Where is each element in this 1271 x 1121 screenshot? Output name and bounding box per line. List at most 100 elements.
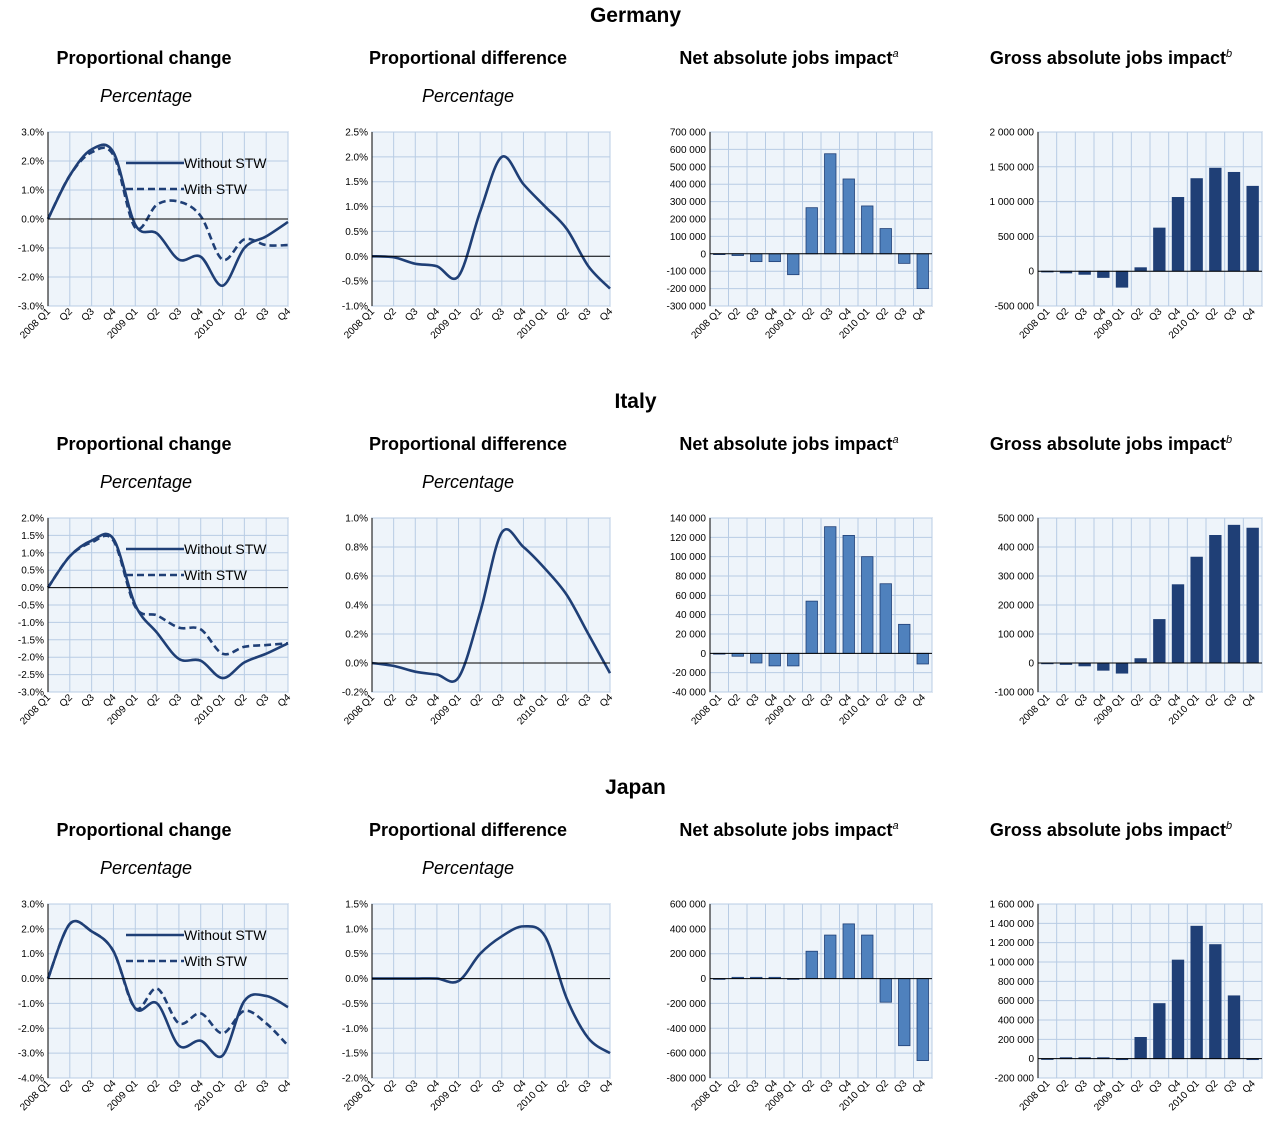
y-tick-label: 0.0% xyxy=(345,252,368,263)
footnote-marker: b xyxy=(1225,434,1233,446)
x-tick-label: Q2 xyxy=(382,692,400,710)
bar xyxy=(916,253,929,290)
y-tick-label: 600 000 xyxy=(670,900,707,911)
chart-japan-net: -800 000 -600 000 -400 000 -200 000 0 200 000… xyxy=(667,900,933,1113)
y-tick-label: -2.5% xyxy=(18,670,44,681)
chart-italy-net: -40 000 -20 000 0 20 000 40 000 60 000 80 000 1… xyxy=(670,514,933,727)
panel-subtitle: Percentage xyxy=(421,86,515,106)
x-tick-label: Q3 xyxy=(1222,306,1240,324)
x-tick-label: Q2 xyxy=(1203,306,1221,324)
y-tick-label: -400 000 xyxy=(667,1024,707,1035)
panel-title-gross: Gross absolute jobs impactb xyxy=(961,820,1261,841)
footnote-marker: a xyxy=(892,48,899,60)
bar xyxy=(861,556,874,654)
bar xyxy=(1134,1036,1147,1060)
y-tick-label: 0.0% xyxy=(21,583,44,594)
chart-italy-prop_diff: -0.2%0.0%0.2%0.4%0.6%0.8%1.0%2008 Q1 Q2 Q3… xyxy=(342,514,616,728)
y-tick-label: 600 000 xyxy=(998,996,1035,1007)
bar xyxy=(1227,524,1241,664)
y-tick-label: 0.0% xyxy=(345,659,368,670)
bar xyxy=(1190,178,1203,272)
y-tick-label: 1.5% xyxy=(345,177,368,188)
x-tick-label: Q3 xyxy=(576,1078,594,1096)
panel-title-gross: Gross absolute jobs impactb xyxy=(961,434,1261,455)
bar xyxy=(1134,267,1147,272)
x-tick-label: Q3 xyxy=(167,1078,185,1096)
x-tick-label: Q4 xyxy=(911,1078,929,1096)
y-tick-label: 1.5% xyxy=(21,531,44,542)
plot-area xyxy=(371,131,611,307)
bar xyxy=(1227,995,1241,1060)
series-line-without-stw xyxy=(46,532,289,680)
y-tick-label: 3.0% xyxy=(21,128,44,139)
x-tick-label: Q4 xyxy=(1241,1078,1259,1096)
panel-title-text: Gross absolute jobs impact xyxy=(989,48,1226,68)
y-tick-label: -1.5% xyxy=(18,635,44,646)
x-tick-label: Q3 xyxy=(744,1078,762,1096)
plot-area xyxy=(371,903,611,1079)
bar xyxy=(898,623,911,654)
y-tick-label: 0.0% xyxy=(345,974,368,985)
bar xyxy=(898,978,911,1047)
y-tick-label: 2.5% xyxy=(345,128,368,139)
x-tick-label: Q3 xyxy=(80,692,98,710)
y-tick-label: 700 000 xyxy=(670,128,707,139)
bar xyxy=(1153,227,1166,272)
x-tick-label: Q3 xyxy=(576,692,594,710)
legend-label-with-stw: With STW xyxy=(184,181,248,197)
y-tick-label: 1 600 000 xyxy=(990,900,1035,911)
x-tick-label: Q3 xyxy=(403,692,421,710)
y-tick-label: -1.0% xyxy=(342,302,368,313)
y-tick-label: -1.0% xyxy=(342,1024,368,1035)
series-line-with-stw xyxy=(46,919,289,1047)
legend-label-without-stw: Without STW xyxy=(184,541,267,557)
y-tick-label: 2 000 000 xyxy=(990,128,1035,139)
y-tick-label: -4.0% xyxy=(18,1074,44,1085)
x-tick-label: Q3 xyxy=(167,692,185,710)
y-tick-label: -2.0% xyxy=(18,273,44,284)
x-tick-label: Q2 xyxy=(58,1078,76,1096)
bar xyxy=(1246,527,1259,664)
y-tick-label: -100 000 xyxy=(995,688,1035,699)
y-tick-label: 0.8% xyxy=(345,543,368,554)
x-tick-label: Q2 xyxy=(232,692,250,710)
y-tick-label: 100 000 xyxy=(998,630,1035,641)
x-tick-label: Q4 xyxy=(1241,306,1259,324)
bar xyxy=(1190,556,1203,664)
panel-title-text: Proportional change xyxy=(56,48,232,68)
x-tick-label: Q3 xyxy=(892,1078,910,1096)
y-tick-label: 300 000 xyxy=(670,197,707,208)
x-tick-label: Q3 xyxy=(490,306,508,324)
x-tick-label: Q4 xyxy=(911,306,929,324)
country-title-italy: Italy xyxy=(614,390,657,413)
panel-title-text: Gross absolute jobs impact xyxy=(989,820,1226,840)
y-tick-label: 120 000 xyxy=(670,533,707,544)
x-tick-label: Q3 xyxy=(1147,306,1165,324)
x-tick-label: Q2 xyxy=(1129,306,1147,324)
x-tick-label: Q4 xyxy=(101,692,119,710)
y-tick-label: 20 000 xyxy=(675,630,706,641)
bar xyxy=(750,652,763,664)
panel-title-text: Proportional difference xyxy=(368,434,568,454)
country-title-germany: Germany xyxy=(589,4,682,27)
panel-title-prop_diff: Proportional difference xyxy=(318,48,618,69)
x-tick-label: Q3 xyxy=(1147,692,1165,710)
footnote-marker: b xyxy=(1225,820,1233,832)
y-tick-label: -2.0% xyxy=(18,653,44,664)
bar xyxy=(750,253,763,263)
bar xyxy=(1246,185,1259,272)
y-tick-label: -300 000 xyxy=(667,302,707,313)
y-tick-label: -200 000 xyxy=(667,284,707,295)
y-tick-label: -1.0% xyxy=(18,244,44,255)
y-tick-label: -500 000 xyxy=(995,302,1035,313)
bar xyxy=(787,253,800,276)
bar xyxy=(1115,662,1129,674)
x-tick-label: Q2 xyxy=(1054,692,1072,710)
x-tick-label: Q4 xyxy=(598,1078,616,1096)
y-tick-label: 1.0% xyxy=(345,202,368,213)
y-tick-label: 2.0% xyxy=(21,924,44,935)
bar xyxy=(861,934,874,979)
x-tick-label: Q3 xyxy=(1147,1078,1165,1096)
x-tick-label: Q2 xyxy=(726,306,744,324)
y-tick-label: 1.0% xyxy=(345,924,368,935)
